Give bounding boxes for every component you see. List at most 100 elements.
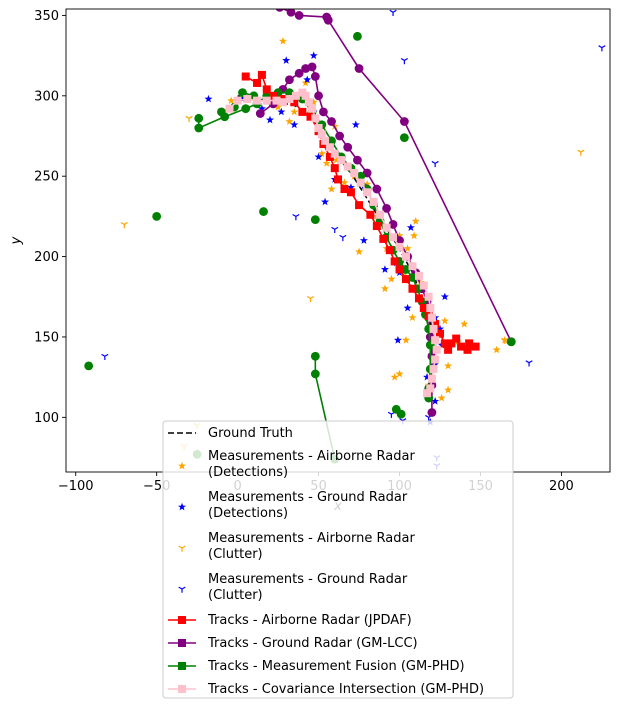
track-point [408,284,417,293]
legend-item-4: Measurements - Ground Radar(Clutter) [178,572,408,603]
measurement-point [380,265,389,273]
measurement-point [346,183,355,191]
track-point [396,409,406,419]
track-point [402,275,410,284]
measurement-point [492,345,501,354]
track-point [243,95,252,104]
track-point [414,294,423,303]
track-point [319,107,328,117]
track-point [278,98,287,107]
axes-frame [65,8,611,473]
clutter-point [598,45,606,52]
clutter-point [431,160,439,168]
track-point [314,91,323,101]
track-point [291,91,300,100]
track-point [463,345,472,354]
track-point [262,85,271,94]
clutter-point [389,9,397,17]
measurement-point [204,94,213,103]
measurement-point [309,98,318,106]
track-point [346,188,355,197]
track-point [369,197,378,206]
track-point [330,149,339,158]
measurement-point [410,231,419,240]
track-point [431,355,440,364]
track-point [253,78,262,87]
measurement-point [440,292,449,301]
measurement-point [321,197,330,206]
track-point [301,91,310,100]
measurement-point [460,319,469,328]
measurement-point [395,369,404,378]
series-11 [391,404,406,419]
y-tick-label: 350 [34,9,59,24]
track-point [436,329,444,338]
clutter-point [306,295,315,303]
track-point [366,210,375,219]
track-point [275,9,284,12]
track-point [471,342,480,351]
clutter-point [101,353,109,361]
track-point [241,104,251,114]
series-13 [225,88,441,398]
legend-label: Measurements - Ground Radar [208,572,408,587]
measurement-point [444,385,453,394]
track-point [427,313,436,322]
legend-label-line2: (Detections) [208,506,288,521]
legend-item-0: Ground Truth [168,426,293,441]
track-point [399,117,409,126]
track-point [399,133,409,143]
track-point [241,72,250,81]
track-point [337,156,346,165]
track-point [217,107,226,117]
x-tick-label: −100 [58,479,94,494]
track-point [308,104,317,113]
track-point [444,345,453,354]
track-point [452,334,461,343]
track-point [376,210,385,219]
y-tick-label: 300 [34,89,59,104]
track-point [257,70,266,79]
track-point [84,361,94,371]
track-point [298,107,307,116]
measurement-point [332,155,341,164]
legend-label: Tracks - Measurement Fusion (GM-PHD) [207,659,465,674]
legend-label-line2: (Clutter) [208,547,263,562]
legend-swatch-marker [178,662,186,670]
track-point [382,203,391,213]
track-point [353,31,362,41]
track-point [310,72,320,81]
track-point [285,95,294,104]
measurement-point [257,104,266,113]
track-point [350,168,359,177]
measurement-point [423,372,432,381]
legend-item-8: Tracks - Covariance Intersection (GM-PHD… [168,682,484,697]
measurement-point [285,117,294,125]
clutter-point [339,234,347,242]
track-point [389,233,398,242]
measurement-point [303,75,312,84]
track-point [323,15,333,25]
track-point [424,292,433,301]
track-point [294,68,304,78]
series-4 [101,9,606,470]
legend-swatch-marker [178,616,186,624]
track-point [334,175,342,184]
track-point [427,374,436,383]
clutter-point [400,58,408,65]
track-point [233,96,242,105]
track-point [259,207,268,216]
track-point [321,136,330,145]
track-point [363,188,372,197]
track-point [307,62,317,72]
track-point [325,143,334,152]
y-tick-label: 200 [34,250,59,265]
track-point [414,271,423,280]
legend-item-6: Tracks - Ground Radar (GM-LCC) [168,636,418,651]
legend-item-3: Measurements - Airborne Radar(Clutter) [178,531,415,562]
legend-swatch-marker [178,685,186,693]
series-5 [241,70,480,354]
track-point [457,342,466,351]
track-point [423,389,432,398]
